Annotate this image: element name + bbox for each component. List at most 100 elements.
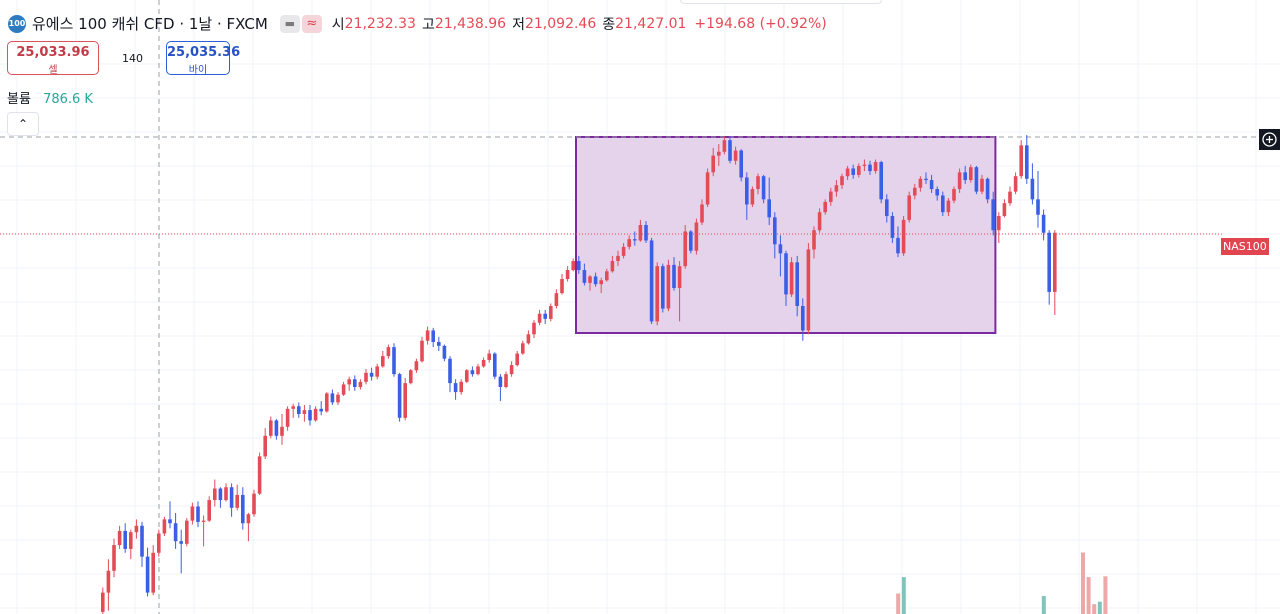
candle-body (812, 230, 816, 250)
volume-bars (896, 552, 1108, 614)
candlestick (851, 164, 855, 179)
approx-icon[interactable]: ≈ (301, 14, 322, 33)
candlestick (369, 367, 374, 381)
candle-body (577, 261, 581, 271)
candlestick (677, 261, 682, 322)
candlestick (610, 255, 615, 273)
candlestick (565, 266, 570, 282)
candlestick (134, 519, 139, 539)
candlestick (392, 343, 396, 377)
candlestick (896, 226, 900, 258)
volume-bar (1041, 595, 1046, 614)
candle-body (655, 266, 659, 322)
candle-body (201, 520, 206, 522)
candlestick (649, 237, 654, 325)
candlestick (543, 309, 547, 325)
candlestick (101, 587, 105, 614)
candle-body (745, 177, 749, 205)
candle-body (1053, 232, 1057, 292)
candlestick (717, 144, 721, 166)
candlestick (297, 402, 301, 418)
candlestick (470, 366, 475, 377)
candlestick (689, 230, 693, 254)
candlestick (123, 523, 127, 553)
candle-body (1013, 176, 1018, 192)
candlestick (750, 186, 755, 208)
candle-body (129, 532, 133, 549)
candle-body (308, 410, 312, 421)
candlestick (487, 349, 491, 363)
candle-body (364, 372, 368, 382)
symbol-title[interactable]: 유에스 100 캐쉬 CFD · 1날 · FXCM (32, 15, 268, 33)
candlestick (190, 502, 195, 525)
candle-body (784, 253, 788, 295)
candlestick (140, 521, 144, 567)
candlestick (414, 358, 419, 373)
candlestick (969, 164, 973, 183)
buy-label: 바이 (188, 65, 208, 76)
candle-body (969, 167, 973, 181)
volume-bar (896, 593, 901, 614)
sell-button[interactable]: 25,033.96 셀 (7, 41, 99, 76)
candlestick (269, 416, 273, 439)
candle-body (750, 189, 755, 205)
candlestick (767, 177, 771, 226)
candlestick (218, 487, 223, 508)
candlestick (644, 221, 648, 244)
candlestick (963, 165, 967, 184)
candlestick (1008, 186, 1012, 206)
candlestick (638, 219, 643, 242)
candlestick (493, 352, 497, 380)
candle-body (621, 246, 626, 256)
candle-body (162, 519, 167, 534)
candlestick (974, 165, 979, 195)
candle-body (605, 271, 609, 281)
candle-body (543, 313, 547, 319)
candlestick (1041, 209, 1046, 241)
candlestick (521, 340, 525, 355)
candlestick (274, 419, 279, 440)
candlestick (504, 371, 508, 389)
candle-body (291, 406, 295, 409)
candle-body (711, 155, 715, 173)
candle-body (257, 456, 262, 494)
candlestick (1025, 135, 1029, 184)
candle-body (610, 261, 615, 272)
candlestick (1019, 140, 1023, 179)
candlestick (465, 368, 469, 384)
candle-body (717, 151, 721, 156)
buy-button[interactable]: 25,035.36 바이 (166, 41, 240, 76)
price-label-tag: NAS100 (1221, 238, 1269, 255)
candle-body (957, 172, 962, 190)
open-label: 시 (331, 16, 345, 33)
candle-body (414, 361, 419, 371)
candlestick (711, 147, 715, 177)
candle-body (929, 180, 934, 190)
candle-body (694, 222, 699, 251)
candlestick (1030, 163, 1035, 205)
candle-body (515, 353, 519, 366)
candle-body (873, 162, 878, 172)
low-value: 21,092.46 (524, 15, 597, 32)
candle-body (459, 381, 463, 393)
candlestick (840, 173, 844, 190)
candle-body (834, 185, 839, 192)
add-alert-button[interactable] (1259, 129, 1280, 150)
candlestick (571, 258, 575, 272)
candle-body (840, 176, 844, 186)
collapse-legend-button[interactable]: ⌃ (7, 112, 39, 136)
candle-body (465, 370, 469, 382)
candle-body (487, 353, 491, 360)
candlestick (857, 163, 861, 178)
minus-icon[interactable]: ▬ (279, 14, 300, 33)
candlestick (929, 174, 934, 193)
plus-circle-icon (1262, 132, 1277, 147)
candlestick (924, 172, 928, 184)
symbol-logo-icon[interactable]: 100 (8, 14, 26, 33)
candle-body (341, 384, 346, 395)
volume-bar (1097, 601, 1102, 614)
candlestick (325, 392, 329, 413)
candle-body (1002, 203, 1007, 217)
candlestick (588, 275, 592, 291)
